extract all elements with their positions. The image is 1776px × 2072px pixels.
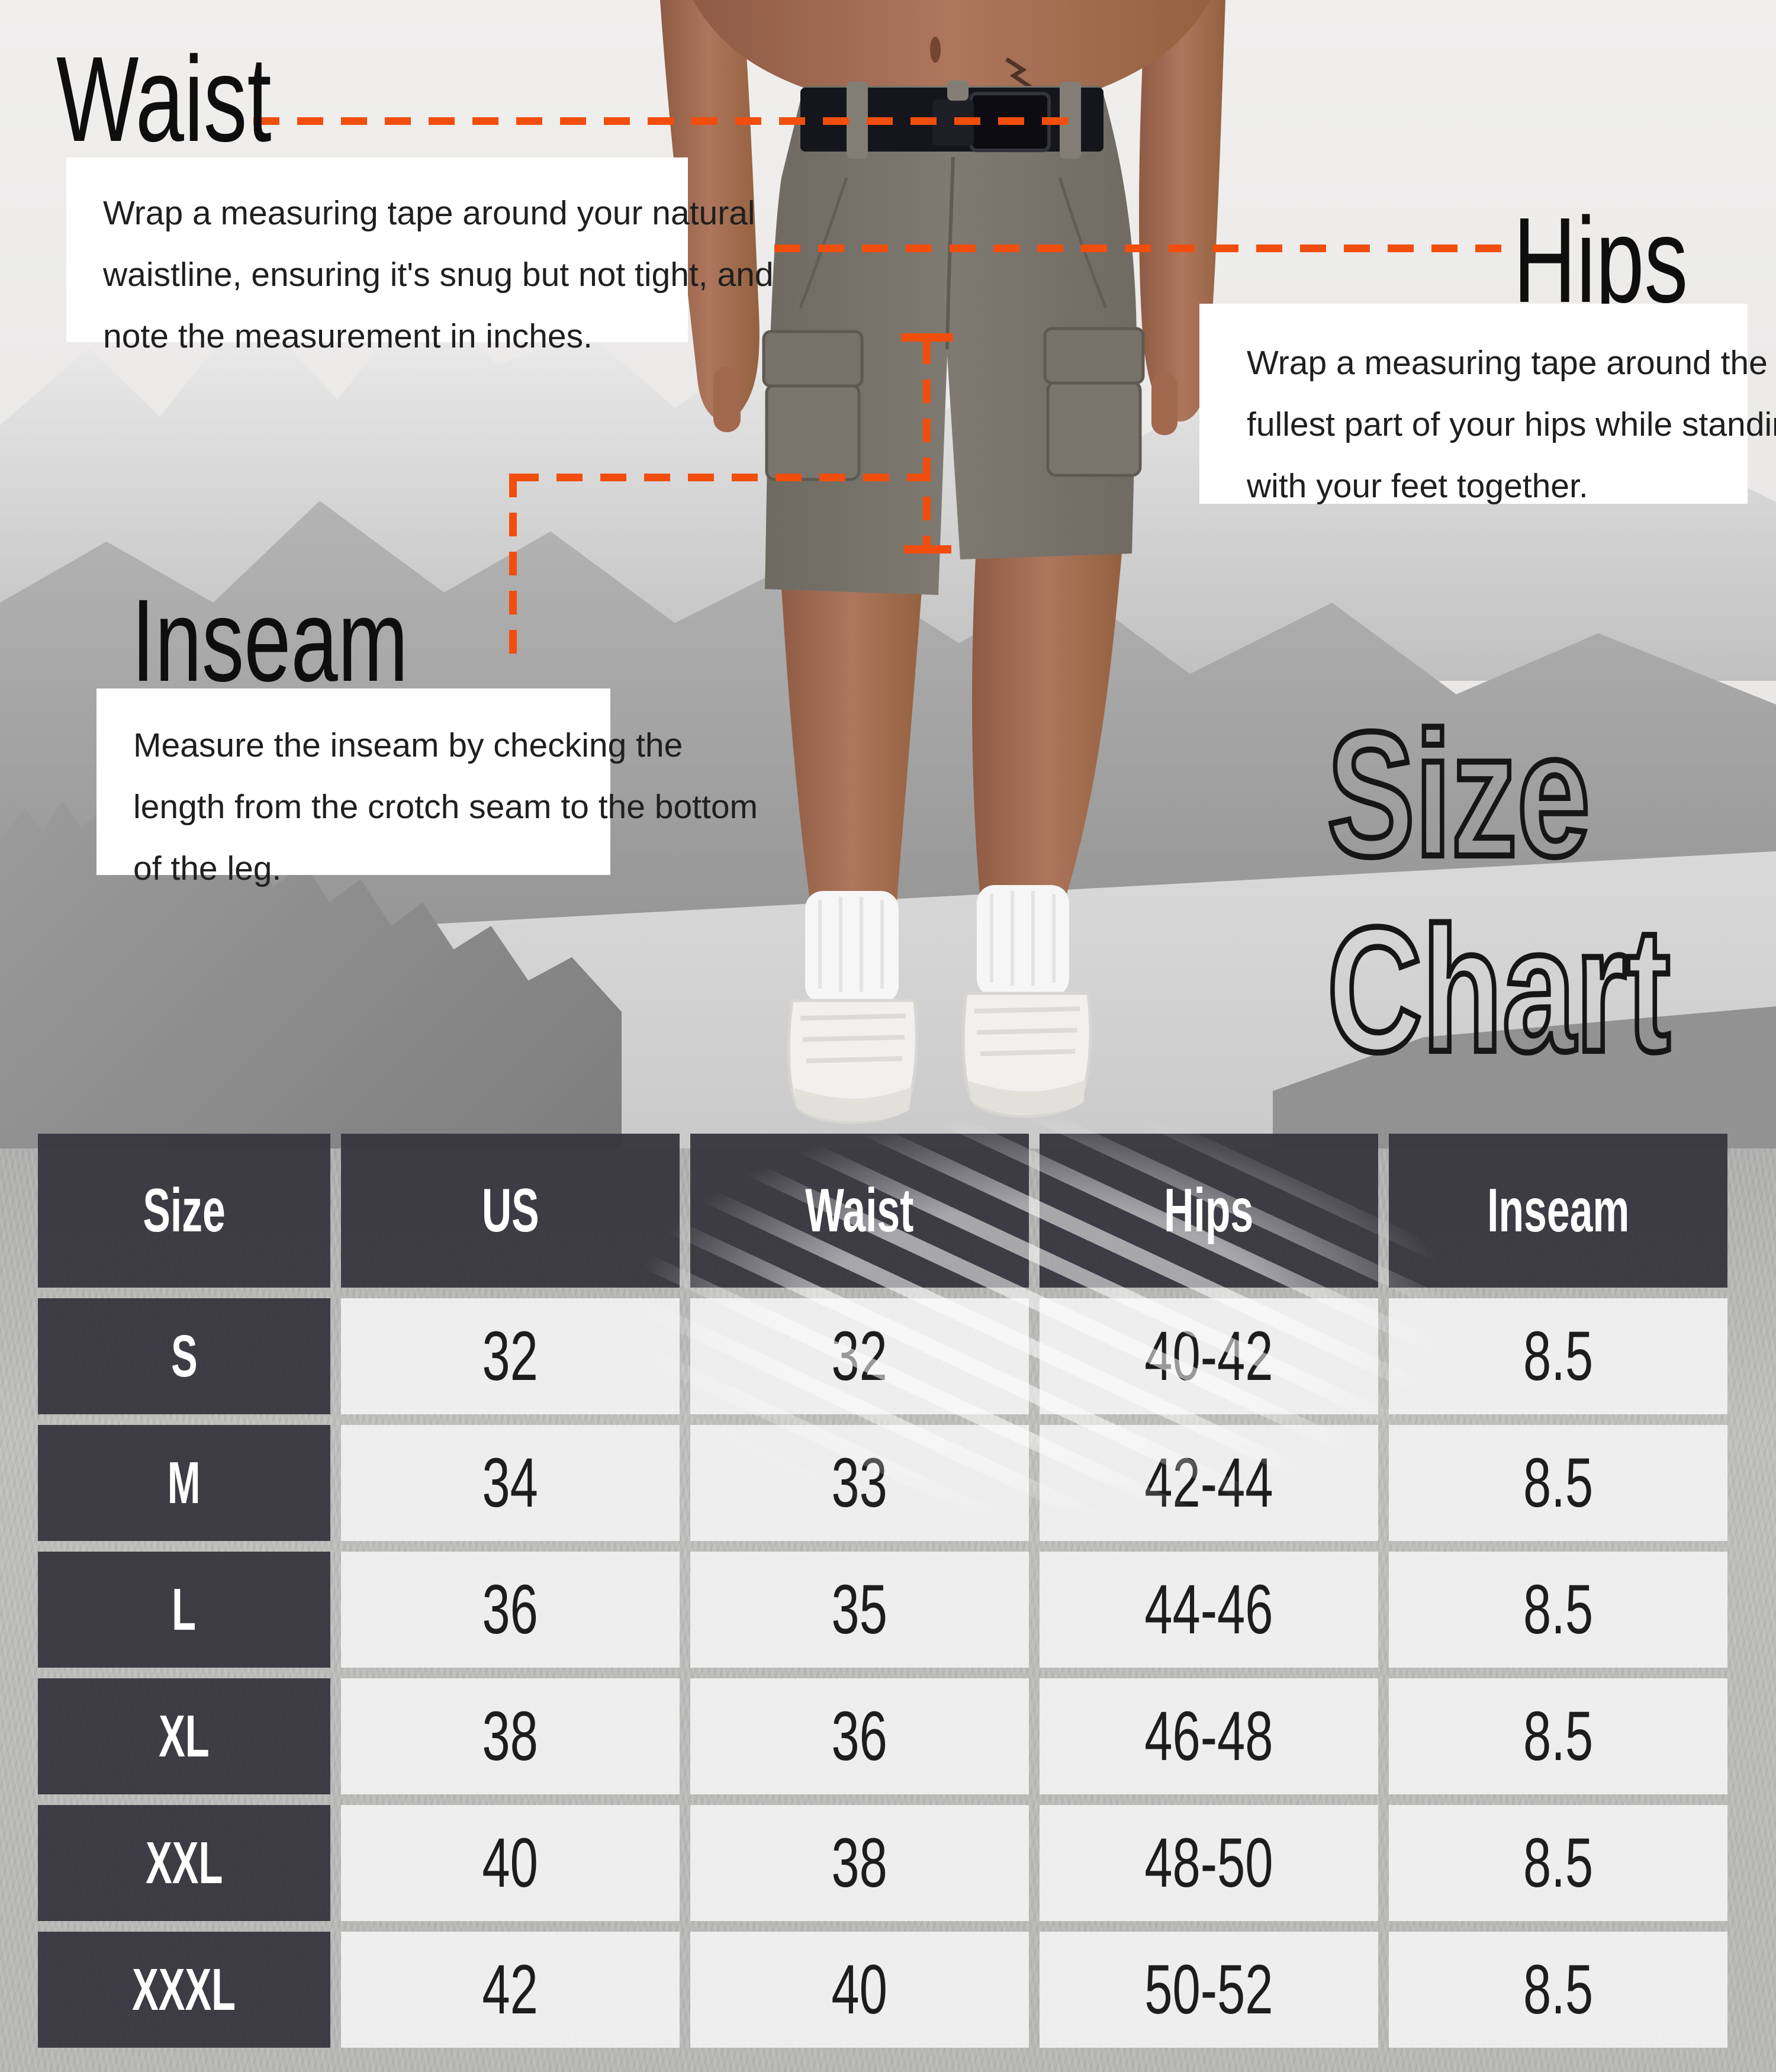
waist-description: Wrap a measuring tape around your natura… [66,157,774,355]
table-header-size: Size [38,1134,330,1288]
waist-measure-line [253,117,1077,125]
cell-value: 36 [831,1697,888,1775]
size-table: Size US Waist Hips Inseam S 32 32 40-42 … [38,1134,1727,2048]
size-label: XXL [145,1829,223,1896]
inseam-connector-line-horizontal [513,474,931,481]
table-header-us: US [341,1134,680,1288]
table-cell: 44-46 [1040,1552,1378,1668]
table-cell: 50-52 [1040,1932,1378,2048]
cell-value: 8.5 [1523,1444,1594,1522]
cell-value: 8.5 [1523,1317,1594,1395]
waist-description-line: waistline, ensuring it's snug but not ti… [103,256,774,294]
cell-value: 46-48 [1144,1697,1273,1775]
table-cell: L [38,1552,330,1668]
inseam-connector-line-vertical [509,474,517,666]
size-label: M [168,1449,201,1516]
table-header-hips: Hips [1040,1134,1378,1288]
table-cell: S [38,1298,330,1414]
table-header-inseam: Inseam [1389,1134,1727,1288]
table-cell: 8.5 [1389,1678,1727,1794]
table-header-label: Waist [805,1176,914,1245]
table-cell: XXL [38,1805,330,1921]
cell-value: 8.5 [1523,1571,1594,1649]
table-cell: 8.5 [1389,1932,1727,2048]
hips-description-line: with your feet together. [1247,467,1588,505]
inseam-measure-line [923,340,931,551]
table-cell: 36 [341,1552,680,1668]
table-cell: 40-42 [1040,1298,1378,1414]
size-label: S [170,1323,198,1389]
table-cell: 8.5 [1389,1805,1727,1921]
inseam-title: Inseam [131,575,408,706]
table-cell: 42 [341,1932,680,2048]
cell-value: 40 [831,1951,888,2029]
cell-value: 8.5 [1523,1824,1594,1902]
inseam-description-line: length from the crotch seam to the botto… [133,788,758,826]
table-cell: 35 [690,1552,1029,1668]
cell-value: 44-46 [1144,1571,1273,1649]
cell-value: 38 [831,1824,888,1902]
cell-value: 35 [831,1571,888,1649]
table-cell: 33 [690,1425,1029,1541]
table-header-waist: Waist [690,1134,1029,1288]
size-chart-title-line2: Chart [1327,890,1671,1088]
cell-value: 34 [482,1444,539,1522]
cell-value: 42 [482,1951,539,2029]
table-cell: 38 [341,1678,680,1794]
table-cell: 40 [341,1805,680,1921]
table-cell: 8.5 [1389,1298,1727,1414]
table-cell: XXXL [38,1932,330,2048]
table-cell: M [38,1425,330,1541]
table-cell: 42-44 [1040,1425,1378,1541]
cell-value: 36 [482,1571,539,1649]
waist-title: Waist [56,31,272,167]
cell-value: 33 [831,1444,888,1522]
table-cell: 8.5 [1389,1552,1727,1668]
hips-description-line: fullest part of your hips while standing [1247,406,1776,443]
table-cell: 36 [690,1678,1029,1794]
size-chart-title-line1: Size [1327,694,1590,893]
cell-value: 8.5 [1523,1697,1594,1775]
table-cell: 8.5 [1389,1425,1727,1541]
table-cell: 38 [690,1805,1029,1921]
table-cell: XL [38,1678,330,1794]
cell-value: 40-42 [1144,1317,1273,1395]
size-label: XL [159,1703,210,1769]
cell-value: 48-50 [1144,1824,1273,1902]
table-header-label: Hips [1164,1176,1254,1245]
table-header-label: Inseam [1487,1176,1630,1245]
inseam-description-line: of the leg. [133,850,282,887]
cell-value: 8.5 [1523,1951,1594,2029]
table-cell: 32 [690,1298,1029,1414]
inseam-description: Measure the inseam by checking the lengt… [96,688,758,887]
table-header-label: Size [143,1176,226,1245]
waist-description-line: note the measurement in inches. [103,317,593,355]
cell-value: 32 [831,1317,888,1395]
table-cell: 34 [341,1425,680,1541]
model-photo [660,0,1225,1124]
hips-description-line: Wrap a measuring tape around the [1247,344,1768,382]
cell-value: 32 [482,1317,539,1395]
table-header-label: US [481,1176,539,1245]
cell-value: 38 [482,1697,539,1775]
inseam-description-line: Measure the inseam by checking the [133,726,683,764]
cell-value: 42-44 [1144,1444,1273,1522]
cell-value: 50-52 [1144,1951,1273,2029]
size-label: XXXL [132,1956,236,2023]
inseam-measure-bottom-cap [904,545,951,554]
size-label: L [172,1576,197,1643]
waist-description-line: Wrap a measuring tape around your natura… [103,194,755,232]
table-cell: 46-48 [1040,1678,1378,1794]
cell-value: 40 [482,1824,539,1902]
inseam-measure-top-cap [901,333,953,342]
hips-description: Wrap a measuring tape around the fullest… [1199,304,1776,505]
size-chart-title: Size Chart [1325,692,1672,1090]
hips-measure-line [774,244,1516,252]
table-cell: 32 [341,1298,680,1414]
table-cell: 40 [690,1932,1029,2048]
table-cell: 48-50 [1040,1805,1378,1921]
